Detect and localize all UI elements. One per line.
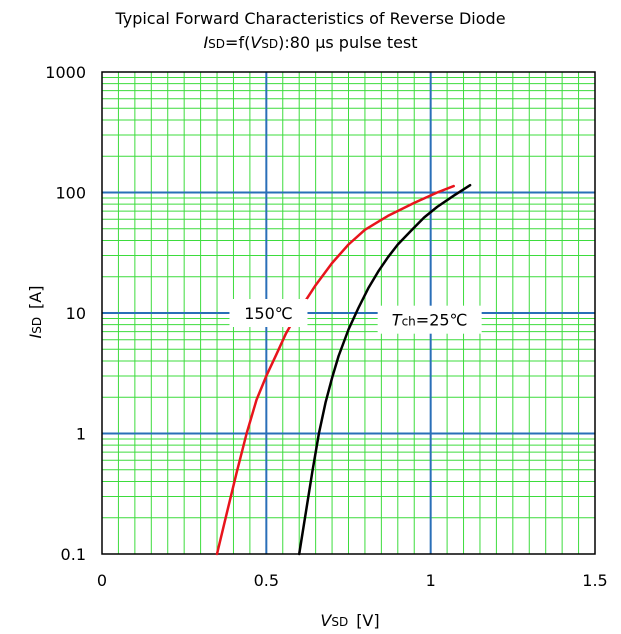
subtitle-mid: =f( bbox=[225, 33, 251, 52]
y-axis-symbol: I bbox=[26, 334, 45, 339]
x-tick-label: 1 bbox=[426, 571, 436, 590]
annotation-layer: 150℃ Tch=25℃ bbox=[229, 299, 482, 334]
y-axis-sub: SD bbox=[30, 317, 44, 334]
x-tick-label: 0 bbox=[97, 571, 107, 590]
chart-subtitle: ISD=f(VSD):80 µs pulse test bbox=[0, 33, 621, 52]
annotation-25c: Tch=25℃ bbox=[392, 311, 468, 330]
x-axis-symbol: V bbox=[320, 611, 332, 630]
chart-title: Typical Forward Characteristics of Rever… bbox=[115, 9, 506, 28]
annotation-bg-150c bbox=[229, 299, 308, 327]
annotation-150c: 150℃ bbox=[244, 304, 293, 323]
plot-frame bbox=[101, 71, 596, 555]
y-axis-label: ISD [A] bbox=[26, 285, 45, 338]
subtitle-symbol-sub: SD bbox=[208, 37, 226, 51]
x-axis-unit: [V] bbox=[356, 611, 379, 630]
annotation-bg-25c bbox=[377, 305, 482, 334]
y-tick-label: 1 bbox=[76, 425, 86, 444]
x-tick-labels: 0 0.5 1 1.5 bbox=[97, 571, 608, 590]
y-axis-unit: [A] bbox=[26, 285, 45, 308]
x-tick-label: 1.5 bbox=[582, 571, 607, 590]
annotation-25c-symbol: T bbox=[392, 311, 403, 330]
subtitle-arg-sub: SD bbox=[261, 37, 279, 51]
x-tick-label: 0.5 bbox=[254, 571, 279, 590]
x-axis-sub: SD bbox=[331, 615, 348, 629]
annotation-25c-sub: ch bbox=[402, 315, 416, 329]
y-tick-label: 0.1 bbox=[61, 545, 86, 564]
series-line-25c bbox=[297, 183, 472, 556]
y-tick-label: 1000 bbox=[45, 63, 86, 82]
major-grid bbox=[102, 72, 595, 554]
y-tick-label: 10 bbox=[66, 304, 86, 323]
subtitle-rest: ):80 µs pulse test bbox=[278, 33, 418, 52]
y-tick-label: 100 bbox=[55, 184, 86, 203]
x-axis-label: VSD [V] bbox=[320, 611, 379, 630]
annotation-25c-rest: =25℃ bbox=[416, 311, 468, 330]
y-tick-labels: 0.1 1 10 100 1000 bbox=[45, 63, 86, 564]
subtitle-arg: V bbox=[250, 33, 262, 52]
subtitle-symbol: I bbox=[203, 33, 209, 52]
